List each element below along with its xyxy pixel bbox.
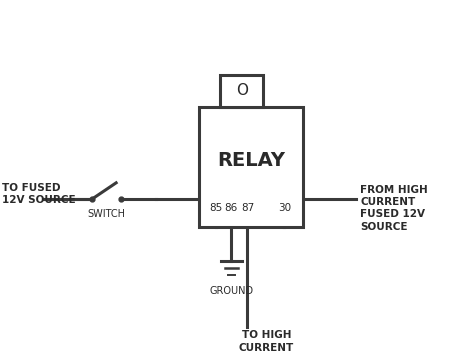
Bar	[199, 106, 303, 227]
Text: GROUND: GROUND	[209, 286, 254, 296]
Text: 30: 30	[278, 203, 291, 213]
Text: 85: 85	[209, 203, 222, 213]
Text: O: O	[236, 83, 248, 98]
Text: 87: 87	[241, 203, 254, 213]
Text: RELAY: RELAY	[217, 151, 285, 170]
Bar	[220, 75, 263, 106]
Text: FROM HIGH
CURRENT
FUSED 12V
SOURCE: FROM HIGH CURRENT FUSED 12V SOURCE	[360, 185, 428, 232]
Text: TO HIGH
CURRENT
ACCESSORY: TO HIGH CURRENT ACCESSORY	[232, 330, 301, 355]
Text: 86: 86	[225, 203, 238, 213]
Text: SWITCH: SWITCH	[88, 209, 126, 219]
Text: TO FUSED
12V SOURCE: TO FUSED 12V SOURCE	[2, 183, 76, 205]
